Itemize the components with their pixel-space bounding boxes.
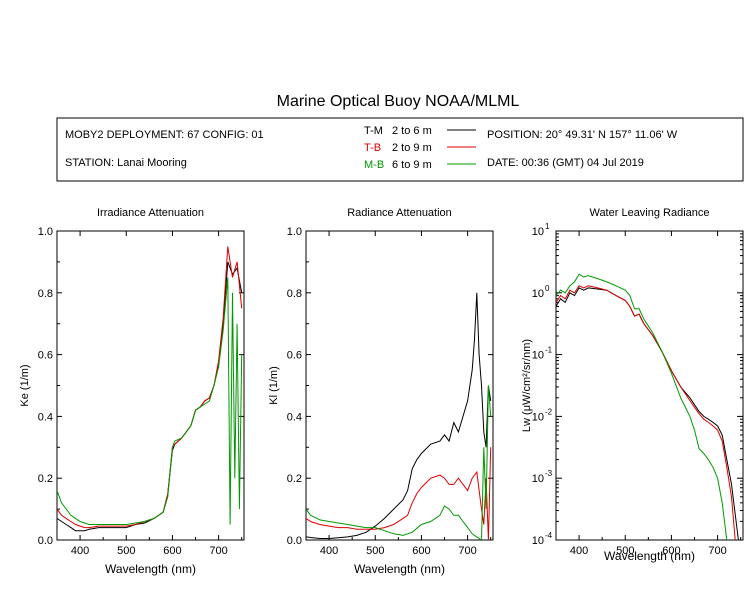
y-tick-label: 10: [532, 411, 544, 423]
series-line-m-b: [306, 385, 492, 540]
info-box: [56, 117, 744, 182]
series-line-m-b: [556, 273, 728, 540]
legend-range-t-m: 2 to 6 m: [392, 125, 432, 137]
y-tick-label: 0.2: [38, 473, 53, 485]
series-line-m-b: [57, 277, 243, 525]
y-tick-exponent: 0: [545, 284, 550, 293]
y-tick-exponent: 1: [545, 222, 550, 231]
x-tick-label: 500: [616, 545, 634, 557]
legend-name-t-b: T-B: [364, 142, 381, 154]
legend-name-m-b: M-B: [364, 159, 384, 171]
y-axis: 0.0 0.2 0.4 0.6 0.8 1.0 Ke (1/m): [19, 226, 244, 547]
y-tick-label: 10: [532, 535, 544, 547]
x-tick-label: 700: [708, 545, 726, 557]
x-axis-label: Wavelength (nm): [604, 549, 695, 563]
x-tick-label: 500: [117, 545, 135, 557]
x-tick-label: 700: [209, 545, 227, 557]
y-tick-label: 0.8: [38, 288, 53, 300]
y-tick-label: 0.8: [287, 288, 302, 300]
x-tick-label: 400: [320, 545, 338, 557]
plot-frame: [56, 230, 245, 541]
series-line-t-m: [556, 287, 739, 540]
y-tick-label: 10: [532, 473, 544, 485]
x-axis: 400 500 600 700 Wavelength (nm): [56, 231, 243, 576]
x-tick-label: 600: [662, 545, 680, 557]
legend-range-m-b: 6 to 9 m: [392, 159, 432, 171]
x-axis-label: Wavelength (nm): [354, 562, 445, 576]
panel-1: Irradiance Attenuation 400 500 600 700 Wavele…: [19, 207, 245, 576]
panel-title: Water Leaving Radiance: [589, 207, 709, 219]
panel-2: Radiance Attenuation 400 500 600 700 Waveleng…: [268, 207, 494, 576]
panel-3: Water Leaving Radiance 400 500 600 700 Wavele…: [521, 207, 744, 563]
y-axis-label: Ke (1/m): [19, 364, 31, 406]
legend-range-t-b: 2 to 9 m: [392, 142, 432, 154]
legend: T-M 2 to 6 m T-B 2 to 9 m M-B 6 to 9 m: [364, 125, 476, 171]
y-tick-exponent: -1: [545, 346, 553, 355]
series-line-t-b: [556, 285, 736, 540]
panels: Irradiance Attenuation 400 500 600 700 Wavele…: [19, 207, 744, 576]
series-group: [57, 246, 243, 532]
station-text: STATION: Lanai Mooring: [65, 157, 187, 169]
x-axis: 400 500 600 700 Wavelength (nm): [305, 231, 492, 576]
legend-name-t-m: T-M: [364, 125, 383, 137]
x-tick-label: 600: [163, 545, 181, 557]
y-tick-exponent: -4: [545, 531, 553, 540]
y-axis: 0.0 0.2 0.4 0.6 0.8 1.0 Kl (1/m): [268, 226, 493, 547]
y-tick-exponent: -3: [545, 469, 553, 478]
plot-frame: [305, 230, 494, 541]
y-tick-label: 0.0: [38, 535, 53, 547]
y-tick-label: 0.2: [287, 473, 302, 485]
y-tick-label: 10: [532, 288, 544, 300]
series-line-t-m: [306, 292, 492, 539]
panel-title: Irradiance Attenuation: [97, 207, 204, 219]
series-group: [556, 273, 739, 540]
y-axis-label: Lw (μW/cm²/sr/nm): [521, 339, 533, 432]
series-line-t-m: [57, 261, 243, 532]
position-text: POSITION: 20° 49.31' N 157° 11.06' W: [487, 129, 678, 141]
x-tick-label: 400: [71, 545, 89, 557]
x-axis-label: Wavelength (nm): [105, 562, 196, 576]
x-tick-label: 700: [458, 545, 476, 557]
y-tick-label: 10: [532, 226, 544, 238]
series-group: [306, 292, 492, 540]
y-axis-label: Kl (1/m): [268, 366, 280, 405]
x-axis: 400 500 600 700 Wavelength (nm): [555, 231, 742, 563]
y-tick-label: 0.4: [287, 411, 302, 423]
y-tick-label: 1.0: [287, 226, 302, 238]
y-tick-label: 0.6: [287, 350, 302, 362]
x-tick-label: 600: [412, 545, 430, 557]
y-tick-label: 0.4: [38, 411, 53, 423]
figure-title: Marine Optical Buoy NOAA/MLML: [277, 93, 520, 110]
x-tick-label: 500: [366, 545, 384, 557]
plot-frame: [555, 230, 744, 541]
y-tick-label: 0.0: [287, 535, 302, 547]
deployment-text: MOBY2 DEPLOYMENT: 67 CONFIG: 01: [65, 129, 264, 141]
x-tick-label: 400: [570, 545, 588, 557]
panel-title: Radiance Attenuation: [347, 207, 452, 219]
y-tick-label: 0.6: [38, 350, 53, 362]
y-tick-label: 1.0: [38, 226, 53, 238]
date-text: DATE: 00:36 (GMT) 04 Jul 2019: [487, 157, 644, 169]
series-line-t-b: [306, 447, 492, 540]
y-tick-exponent: -2: [545, 407, 553, 416]
y-tick-label: 10: [532, 350, 544, 362]
